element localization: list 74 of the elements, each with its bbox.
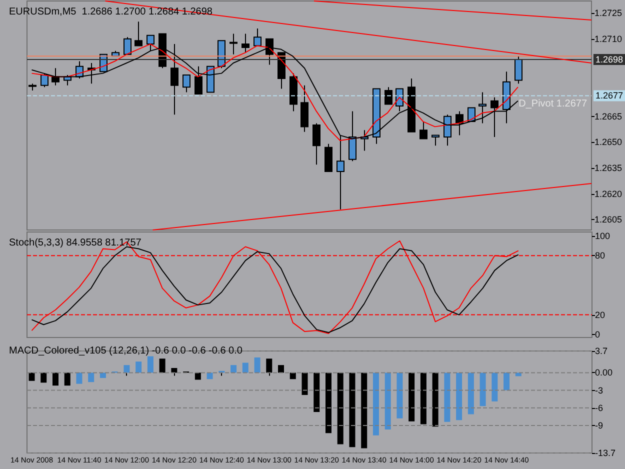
- y-tick-label: 1.2725: [594, 8, 622, 18]
- candlestick: [312, 122, 320, 166]
- bar: [40, 372, 47, 383]
- bar: [337, 372, 344, 444]
- candlestick: [432, 134, 440, 146]
- y-tick-label: 20: [595, 310, 606, 320]
- bar: [136, 362, 142, 373]
- y-tick-label: 3.7: [595, 346, 608, 356]
- candlestick: [182, 74, 190, 93]
- bar: [504, 372, 510, 390]
- candlestick: [230, 33, 238, 55]
- y-tick-label: 1.2710: [594, 34, 622, 44]
- bar: [515, 372, 522, 376]
- bar: [396, 372, 403, 418]
- candlestick: [134, 21, 142, 46]
- candlestick: [478, 92, 486, 124]
- bar: [314, 372, 320, 412]
- bar: [384, 372, 391, 430]
- y-tick-label: 1.2605: [594, 214, 622, 225]
- bar: [444, 372, 450, 422]
- bar: [349, 372, 356, 448]
- y-tick-label: -6: [595, 402, 604, 413]
- y-tick-label: 1.2635: [594, 163, 622, 174]
- candlestick: [124, 36, 132, 55]
- y-tick-label: -3: [595, 385, 604, 396]
- bar: [254, 357, 260, 373]
- y-tick-label: 100: [595, 230, 610, 241]
- bar: [230, 365, 237, 373]
- bar: [325, 372, 332, 434]
- bar: [456, 372, 462, 420]
- y-tick-label: 1.2665: [594, 111, 622, 122]
- bar: [28, 372, 35, 381]
- candlestick: [456, 110, 464, 136]
- bar: [206, 372, 213, 380]
- y-tick-label: 80: [595, 250, 606, 261]
- bar: [147, 356, 154, 373]
- bar: [468, 372, 474, 414]
- bar: [432, 372, 438, 427]
- bar: [290, 372, 296, 380]
- bar: [278, 365, 284, 373]
- bar: [76, 372, 82, 384]
- y-tick-label: -13.7: [595, 448, 616, 458]
- candlestick: [254, 28, 262, 46]
- bar: [52, 372, 58, 386]
- candlestick: [384, 86, 392, 105]
- ref-line-label: 1.2698: [595, 54, 624, 65]
- bar: [408, 372, 415, 422]
- ref-line-label: 1.2677: [595, 90, 624, 101]
- bar: [88, 372, 94, 382]
- candlestick: [514, 56, 522, 84]
- candlestick: [194, 66, 202, 94]
- y-tick-label: 1.2650: [594, 137, 622, 148]
- y-tick-label: 0.00: [595, 368, 613, 378]
- candlestick: [420, 121, 428, 140]
- bar: [302, 372, 308, 395]
- bar: [266, 358, 272, 373]
- candlestick: [242, 33, 250, 54]
- bar: [124, 365, 130, 373]
- bar: [492, 372, 498, 402]
- bar: [100, 372, 106, 378]
- bar: [194, 372, 201, 380]
- y-tick-label: -9: [595, 420, 604, 430]
- bar: [480, 372, 486, 406]
- annotation: D_Pivot 1.2677: [518, 98, 588, 110]
- y-tick-label: 1.2620: [594, 188, 622, 199]
- candlestick: [40, 72, 48, 88]
- bar: [420, 372, 426, 424]
- chart-title: MACD_Colored_v105 (12,26,1) -0.6 0.0 -0.6 -0.6 0.0: [9, 346, 243, 356]
- bar: [159, 358, 166, 373]
- bar: [361, 372, 368, 448]
- bar: [64, 372, 70, 386]
- bar: [242, 362, 248, 373]
- y-tick-label: 0: [595, 330, 600, 340]
- bar: [372, 372, 379, 436]
